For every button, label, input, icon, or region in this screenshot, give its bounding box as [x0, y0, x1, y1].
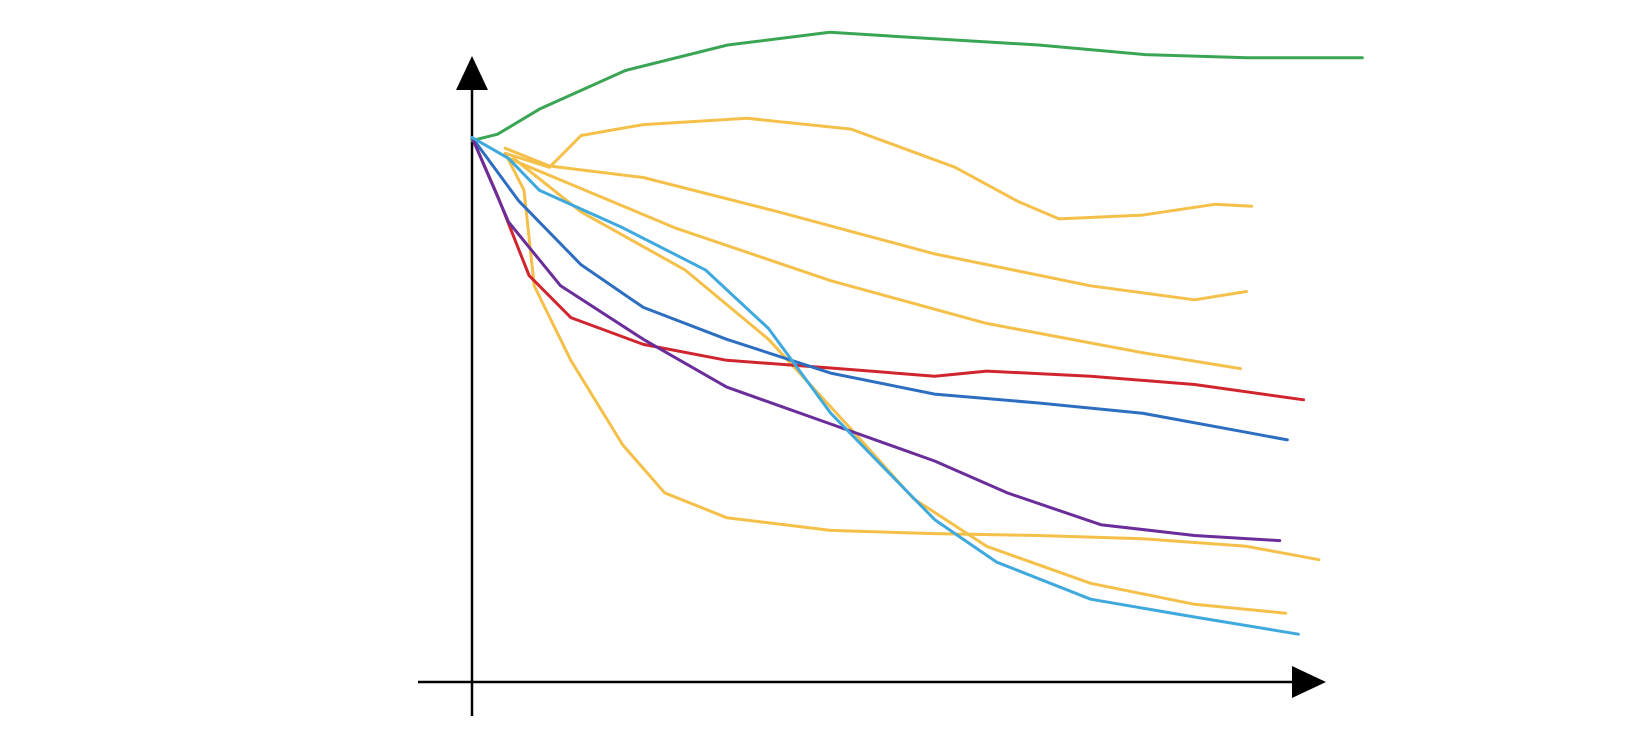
curve: [470, 135, 1289, 442]
curve: [470, 135, 1306, 402]
curve: [470, 135, 1282, 543]
curve: [470, 135, 1300, 636]
curve: [470, 30, 1364, 143]
y-axis-arrow: [456, 56, 488, 90]
curve: [503, 146, 1248, 302]
x-axis-arrow: [1292, 666, 1326, 698]
curve: [503, 116, 1254, 221]
curve: [503, 151, 1321, 562]
curve: [507, 156, 1242, 371]
